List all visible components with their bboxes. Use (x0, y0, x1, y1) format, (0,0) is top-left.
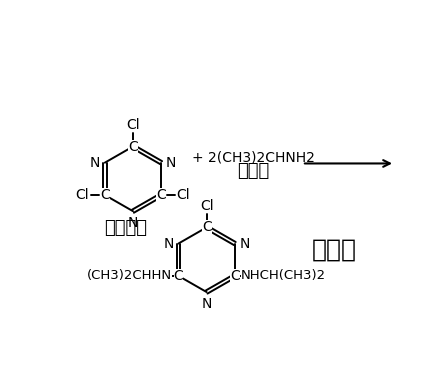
Text: C: C (230, 269, 240, 283)
Text: Cl: Cl (200, 199, 214, 213)
Text: + 2(CH3)2CHNH2: + 2(CH3)2CHNH2 (192, 150, 314, 164)
Text: 异丙胺: 异丙胺 (237, 162, 269, 180)
Text: Cl: Cl (177, 188, 190, 202)
Text: 三聚氯氰: 三聚氯氰 (104, 219, 147, 237)
Text: N: N (202, 297, 212, 311)
Text: C: C (202, 220, 211, 234)
Text: NHCH(CH3)2: NHCH(CH3)2 (241, 269, 326, 282)
Text: N: N (163, 236, 174, 251)
Text: N: N (239, 236, 250, 251)
Text: N: N (166, 156, 176, 170)
Text: Cl: Cl (126, 118, 140, 132)
Text: C: C (156, 188, 166, 202)
Text: C: C (128, 140, 138, 153)
Text: Cl: Cl (75, 188, 89, 202)
Text: 扑灭津: 扑灭津 (312, 238, 357, 262)
Text: N: N (128, 216, 138, 230)
Text: (CH3)2CHHN: (CH3)2CHHN (87, 269, 172, 282)
Text: C: C (174, 269, 183, 283)
Text: C: C (100, 188, 110, 202)
Text: N: N (90, 156, 100, 170)
